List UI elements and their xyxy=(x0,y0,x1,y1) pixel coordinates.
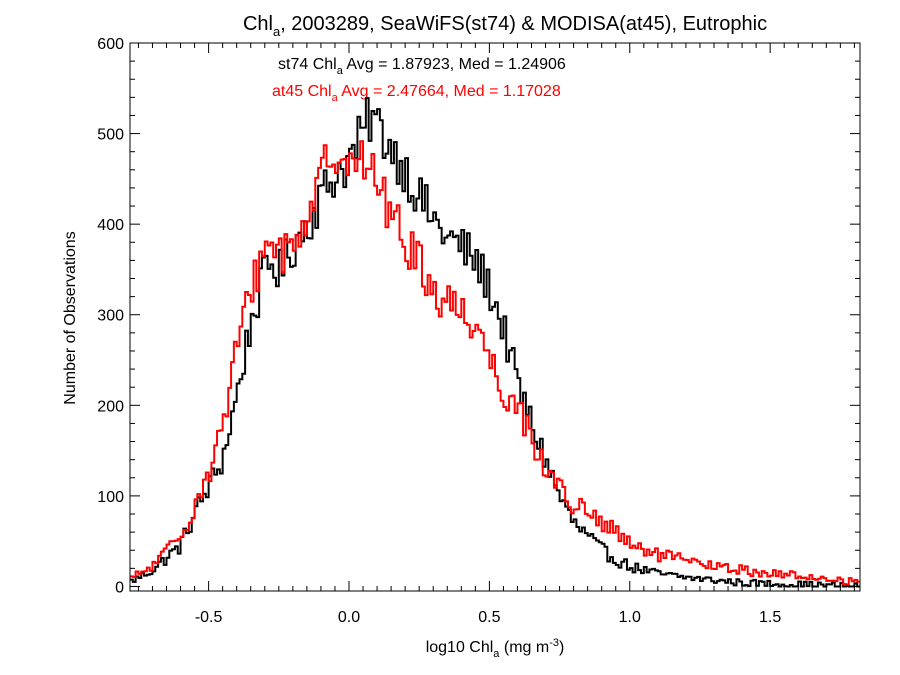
x-tick-label: -0.5 xyxy=(195,609,223,626)
y-tick-label: 600 xyxy=(97,36,124,53)
series-layer xyxy=(130,97,860,588)
x-tick-label: 0.0 xyxy=(338,609,360,626)
y-axis-label: Number of Observations xyxy=(62,231,79,404)
histogram-series-st74 xyxy=(130,97,860,588)
histogram-series-at45 xyxy=(130,140,860,586)
y-tick-label: 100 xyxy=(97,489,124,506)
x-tick-label: 1.0 xyxy=(619,609,641,626)
at45-stats-annotation: at45 Chla Avg = 2.47664, Med = 1.17028 xyxy=(272,83,561,104)
y-tick-label: 500 xyxy=(97,127,124,144)
y-tick-label: 400 xyxy=(97,217,124,234)
plot-frame xyxy=(129,42,861,592)
y-tick-label: 0 xyxy=(115,579,124,596)
y-tick-label: 200 xyxy=(97,398,124,415)
st74-stats-annotation: st74 Chla Avg = 1.87923, Med = 1.24906 xyxy=(278,56,566,77)
chart-title: Chla, 2003289, SeaWiFS(st74) & MODISA(at… xyxy=(243,13,767,39)
ticks-layer xyxy=(130,42,860,591)
x-axis-label: log10 Chla (mg m-3) xyxy=(426,637,565,660)
tick-labels-layer: -0.5 0.0 0.5 1.0 1.5 0 100 200 300 400 500 600 xyxy=(97,36,781,626)
x-tick-label: 0.5 xyxy=(478,609,500,626)
y-tick-label: 300 xyxy=(97,308,124,325)
x-tick-label: 1.5 xyxy=(759,609,781,626)
